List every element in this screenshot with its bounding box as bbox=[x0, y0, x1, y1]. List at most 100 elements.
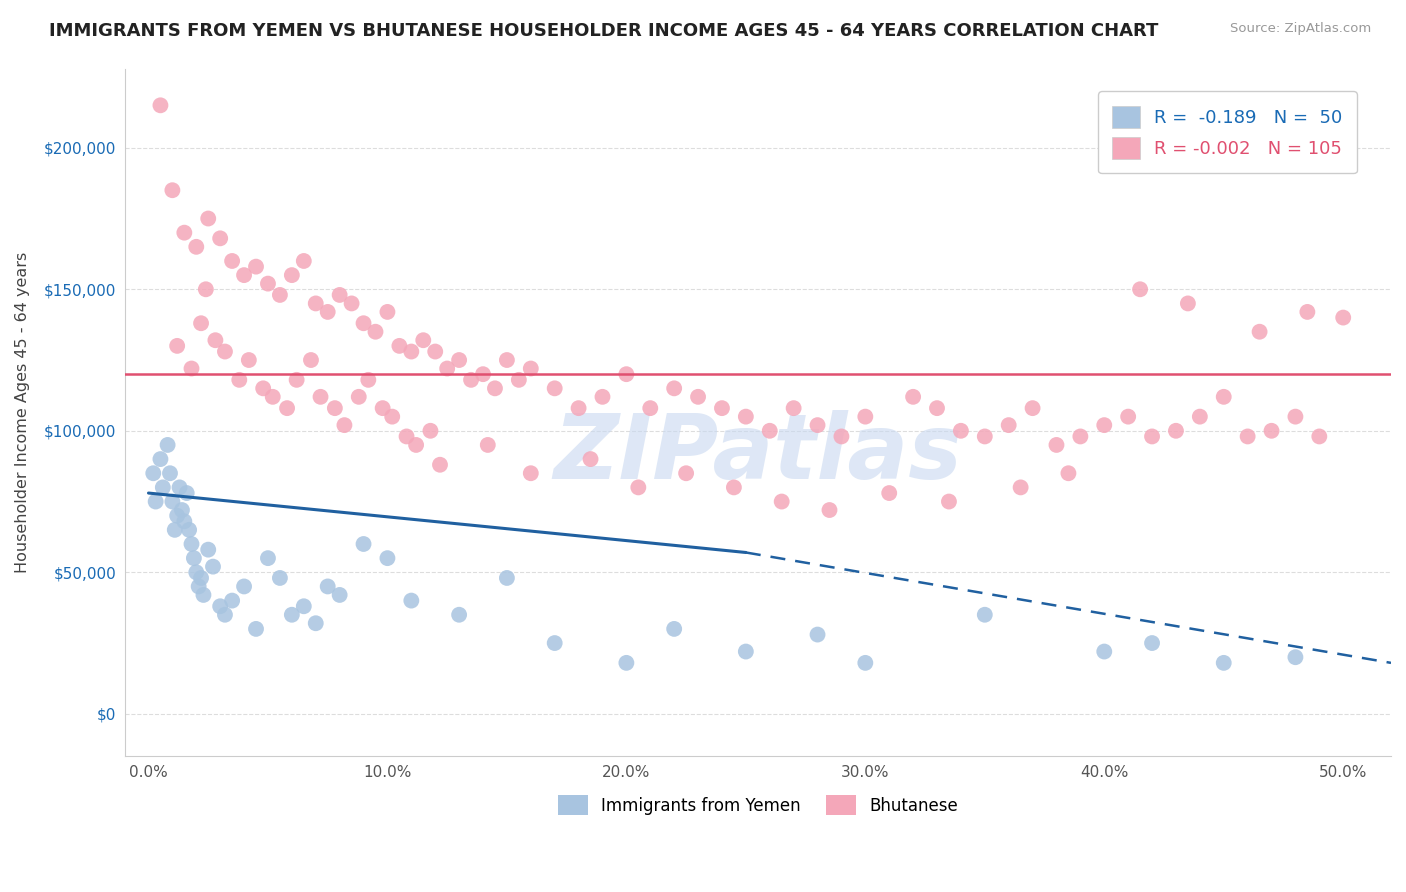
Point bbox=[496, 353, 519, 368]
Point bbox=[152, 480, 174, 494]
Point bbox=[460, 373, 482, 387]
Point bbox=[1284, 409, 1306, 424]
Point bbox=[245, 622, 267, 636]
Point bbox=[281, 607, 304, 622]
Text: ZIPatlas: ZIPatlas bbox=[554, 409, 962, 498]
Point bbox=[1140, 636, 1163, 650]
Point bbox=[381, 409, 404, 424]
Point bbox=[262, 390, 284, 404]
Point bbox=[592, 390, 614, 404]
Point bbox=[169, 480, 191, 494]
Point bbox=[179, 523, 201, 537]
Point bbox=[544, 636, 567, 650]
Point bbox=[1021, 401, 1043, 416]
Point bbox=[299, 353, 322, 368]
Point bbox=[877, 486, 900, 500]
Point bbox=[449, 607, 471, 622]
Point bbox=[662, 381, 685, 395]
Point bbox=[579, 452, 602, 467]
Point bbox=[245, 260, 267, 274]
Point bbox=[316, 579, 339, 593]
Point bbox=[449, 353, 471, 368]
Point bbox=[901, 390, 924, 404]
Point bbox=[520, 467, 543, 481]
Point bbox=[377, 551, 399, 566]
Point bbox=[142, 467, 165, 481]
Point bbox=[949, 424, 972, 438]
Text: Source: ZipAtlas.com: Source: ZipAtlas.com bbox=[1230, 22, 1371, 36]
Point bbox=[347, 390, 370, 404]
Point bbox=[419, 424, 441, 438]
Point bbox=[180, 361, 202, 376]
Point bbox=[209, 231, 232, 245]
Point bbox=[281, 268, 304, 282]
Point bbox=[1260, 424, 1282, 438]
Point bbox=[686, 390, 709, 404]
Point bbox=[758, 424, 780, 438]
Point bbox=[252, 381, 274, 395]
Point bbox=[472, 367, 495, 381]
Point bbox=[329, 288, 352, 302]
Point bbox=[830, 429, 852, 443]
Point bbox=[364, 325, 387, 339]
Point bbox=[309, 390, 332, 404]
Point bbox=[183, 551, 205, 566]
Point bbox=[1057, 467, 1080, 481]
Point bbox=[484, 381, 506, 395]
Point bbox=[162, 183, 184, 197]
Point bbox=[1092, 418, 1115, 433]
Point bbox=[353, 316, 375, 330]
Point bbox=[782, 401, 804, 416]
Point bbox=[429, 458, 451, 472]
Point bbox=[1212, 390, 1234, 404]
Point bbox=[1236, 429, 1258, 443]
Point bbox=[1010, 480, 1032, 494]
Point bbox=[1331, 310, 1354, 325]
Point bbox=[193, 588, 215, 602]
Point bbox=[938, 494, 960, 508]
Point bbox=[616, 367, 638, 381]
Point bbox=[1212, 656, 1234, 670]
Point bbox=[1069, 429, 1091, 443]
Point bbox=[257, 277, 280, 291]
Point bbox=[292, 254, 315, 268]
Point bbox=[710, 401, 733, 416]
Point bbox=[806, 627, 828, 641]
Point bbox=[1308, 429, 1330, 443]
Point bbox=[425, 344, 447, 359]
Point bbox=[401, 593, 423, 607]
Point bbox=[405, 438, 427, 452]
Point bbox=[233, 579, 256, 593]
Point bbox=[190, 571, 212, 585]
Point bbox=[173, 226, 195, 240]
Point bbox=[568, 401, 591, 416]
Point bbox=[734, 644, 756, 658]
Point bbox=[156, 438, 179, 452]
Point bbox=[997, 418, 1019, 433]
Point bbox=[233, 268, 256, 282]
Point bbox=[925, 401, 948, 416]
Point bbox=[201, 559, 224, 574]
Point bbox=[1140, 429, 1163, 443]
Point bbox=[1164, 424, 1187, 438]
Point bbox=[412, 333, 434, 347]
Point bbox=[1129, 282, 1152, 296]
Point bbox=[323, 401, 346, 416]
Point bbox=[187, 579, 209, 593]
Point bbox=[377, 305, 399, 319]
Point bbox=[197, 211, 219, 226]
Point bbox=[1045, 438, 1067, 452]
Point bbox=[544, 381, 567, 395]
Point bbox=[638, 401, 661, 416]
Legend: Immigrants from Yemen, Bhutanese: Immigrants from Yemen, Bhutanese bbox=[550, 787, 966, 823]
Point bbox=[221, 254, 243, 268]
Point bbox=[190, 316, 212, 330]
Point bbox=[292, 599, 315, 614]
Point bbox=[149, 98, 172, 112]
Point bbox=[388, 339, 411, 353]
Point bbox=[1116, 409, 1139, 424]
Point bbox=[357, 373, 380, 387]
Point bbox=[734, 409, 756, 424]
Point bbox=[1188, 409, 1211, 424]
Point bbox=[1177, 296, 1199, 310]
